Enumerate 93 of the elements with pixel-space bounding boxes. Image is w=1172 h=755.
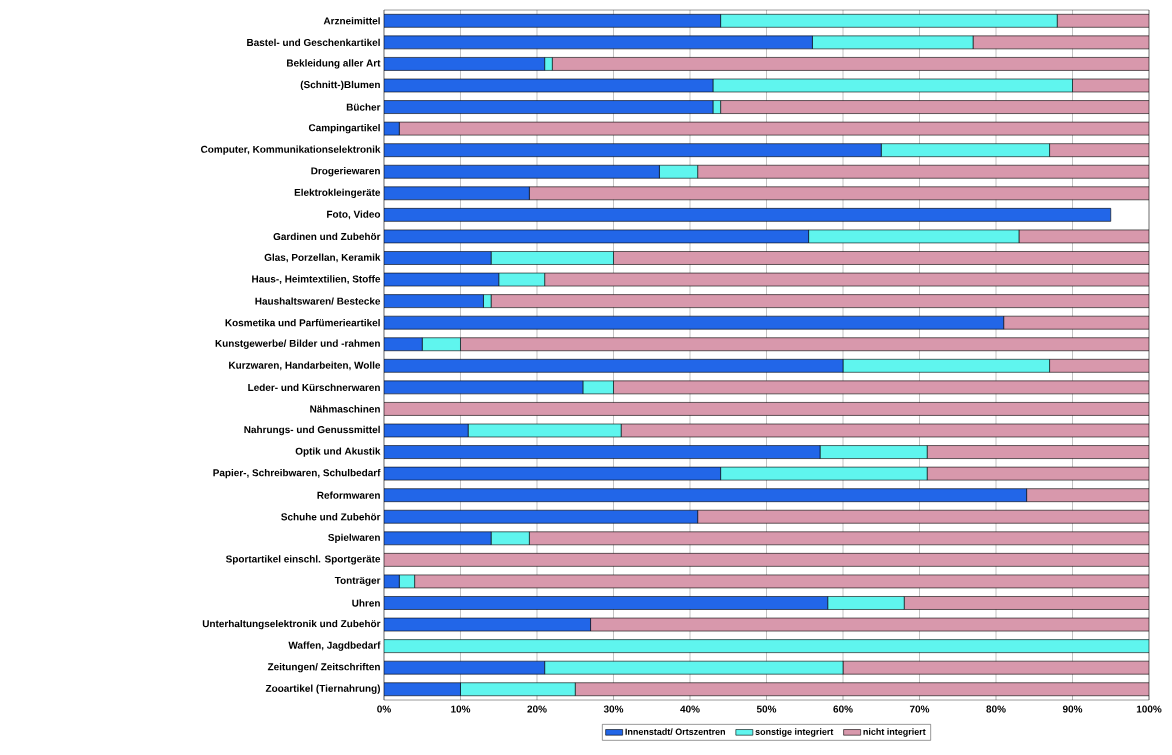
bar	[529, 531, 1150, 546]
bar	[384, 596, 828, 610]
y-tick-label: Arzneimittel	[323, 17, 380, 25]
bar	[460, 337, 1150, 352]
bar	[384, 509, 698, 524]
legend-label: Innenstadt/ Ortszentren	[625, 728, 725, 736]
y-tick-label: Kurzwaren, Handarbeiten, Wolle	[229, 361, 381, 371]
x-tick-label: 0%	[377, 705, 391, 713]
y-tick-label: Gardinen und Zubehör	[273, 232, 381, 241]
bar	[1049, 359, 1150, 373]
bar	[490, 251, 614, 265]
bar	[384, 186, 530, 201]
y-tick-label: Leder- und Kürschnerwaren	[248, 383, 380, 392]
bar	[384, 531, 492, 546]
bar	[880, 143, 1050, 157]
bar	[552, 57, 1150, 71]
x-tick-label: 70%	[909, 705, 930, 713]
bar	[384, 143, 882, 157]
y-tick-label: Tonträger	[334, 576, 381, 586]
bar	[1056, 14, 1150, 28]
y-tick-label: Schuhe und Zubehör	[281, 513, 381, 521]
bar	[384, 445, 821, 459]
bar	[720, 100, 1150, 114]
y-tick-label: Computer, Kommunikationselektronik	[200, 145, 381, 155]
x-tick-label: 10%	[451, 705, 471, 713]
y-tick-label: Kosmetika und Parfümerieartikel	[225, 319, 380, 327]
bar	[613, 251, 1150, 265]
bar	[384, 488, 1027, 502]
y-tick-label: Bekleidung aller Art	[287, 59, 381, 69]
bar	[842, 359, 1050, 373]
y-tick-label: Nähmaschinen	[310, 405, 380, 413]
bar	[384, 315, 1004, 330]
bar	[697, 164, 1150, 179]
x-tick-label: 50%	[756, 705, 777, 713]
bar	[1026, 488, 1150, 502]
bar	[1049, 143, 1150, 157]
bar	[384, 57, 545, 71]
bar	[460, 682, 576, 697]
y-tick-label: Campingartikel	[308, 123, 380, 134]
y-tick-label: Nahrungs- und Genussmittel	[244, 425, 380, 436]
y-tick-label: Kunstgewerbe/ Bilder und -rahmen	[215, 339, 380, 349]
bar	[384, 208, 1112, 222]
bar	[842, 660, 1150, 675]
y-tick-label: Zooartikel (Tiernahrung)	[265, 684, 380, 694]
bar	[384, 553, 1150, 567]
y-tick-label: Bücher	[346, 103, 381, 111]
bar	[529, 186, 1150, 201]
x-tick-label: 80%	[986, 705, 1006, 713]
bar	[1003, 315, 1150, 330]
bar	[720, 14, 1058, 28]
bar	[574, 682, 1150, 697]
y-tick-label: Optik und Akustik	[295, 447, 381, 457]
bar	[384, 402, 1150, 416]
y-tick-label: (Schnitt-)Blumen	[300, 80, 380, 91]
x-tick-label: 20%	[527, 705, 547, 713]
y-tick-label: Sportartikel einschl. Sportgeräte	[225, 555, 381, 565]
bar	[384, 164, 660, 179]
bar	[827, 596, 905, 610]
y-tick-label: Waffen, Jagdbedarf	[288, 641, 381, 651]
legend-label: sonstige integriert	[755, 728, 834, 737]
y-tick-label: Spielwaren	[328, 533, 380, 543]
y-tick-label: Unterhaltungselektronik und Zubehör	[202, 619, 381, 630]
x-tick-label: 40%	[680, 705, 700, 713]
bar	[384, 251, 492, 265]
x-tick-label: 100%	[1136, 705, 1162, 713]
bar	[384, 639, 1150, 653]
x-tick-label: 30%	[603, 705, 624, 713]
bar	[697, 509, 1150, 524]
bar	[490, 294, 1150, 308]
legend-label: nicht integriert	[863, 728, 926, 737]
y-tick-label: Haus-, Heimtextilien, Stoffe	[252, 275, 381, 284]
bar	[384, 660, 545, 675]
y-tick-label: Elektrokleingeräte	[294, 188, 381, 198]
y-tick-label: Drogeriewaren	[311, 167, 380, 177]
bar	[384, 294, 484, 308]
x-tick-label: 60%	[833, 705, 853, 713]
y-tick-label: Foto, Video	[327, 210, 381, 220]
y-tick-label: Haushaltswaren/ Bestecke	[255, 297, 381, 305]
bar	[384, 14, 721, 28]
y-tick-label: Reformwaren	[317, 491, 380, 499]
bar	[384, 682, 461, 697]
bar	[926, 445, 1150, 459]
x-tick-label: 90%	[1062, 705, 1083, 713]
bar	[384, 100, 714, 114]
bar	[903, 596, 1150, 610]
bar	[384, 359, 844, 373]
y-tick-label: Zeitungen/ Zeitschriften	[267, 663, 380, 673]
bar	[544, 660, 844, 675]
y-tick-label: Uhren	[352, 599, 380, 607]
y-tick-label: Papier-, Schreibwaren, Schulbedarf	[213, 468, 381, 479]
bar	[819, 445, 928, 459]
y-tick-label: Bastel- und Geschenkartikel	[247, 38, 380, 47]
y-tick-label: Glas, Porzellan, Keramik	[264, 253, 381, 263]
